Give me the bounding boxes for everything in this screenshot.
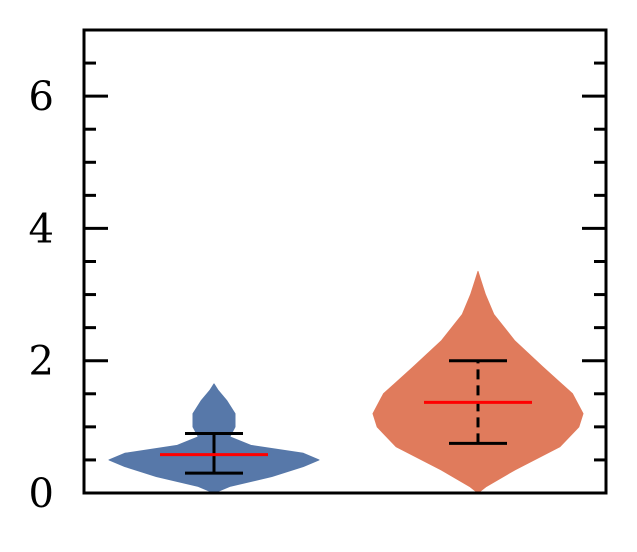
y-tick-label: 2: [29, 339, 54, 385]
y-tick-label: 0: [29, 471, 54, 517]
y-tick-label: 6: [29, 74, 54, 120]
y-tick-label: 4: [29, 206, 54, 252]
plot-frame: [82, 28, 608, 495]
violin-body: [372, 270, 584, 494]
